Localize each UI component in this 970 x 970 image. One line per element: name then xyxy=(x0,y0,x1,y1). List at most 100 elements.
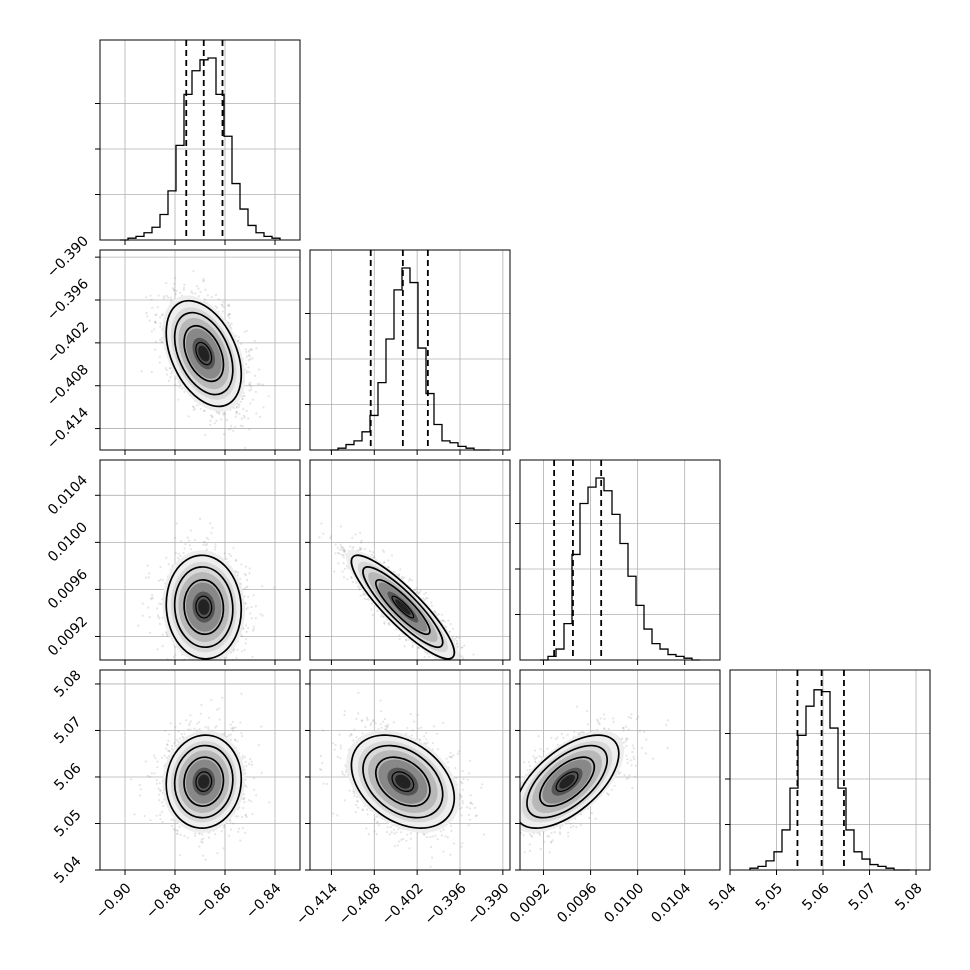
sample-point xyxy=(202,544,204,546)
sample-point xyxy=(230,425,232,427)
sample-point xyxy=(211,296,213,298)
sample-point xyxy=(454,662,456,664)
sample-point xyxy=(201,665,203,667)
sample-point xyxy=(179,386,181,388)
sample-point xyxy=(359,532,361,534)
sample-point xyxy=(230,555,232,557)
sample-point xyxy=(163,297,165,299)
sample-point xyxy=(215,294,217,296)
sample-point xyxy=(222,413,224,415)
sample-point xyxy=(203,541,205,543)
sample-point xyxy=(166,369,168,371)
sample-point xyxy=(169,367,171,369)
sample-point xyxy=(159,362,161,364)
sample-point xyxy=(165,282,167,284)
sample-point xyxy=(252,630,254,632)
sample-point xyxy=(202,280,204,282)
sample-point xyxy=(238,413,240,415)
sample-point xyxy=(194,293,196,295)
sample-point xyxy=(165,557,167,559)
sample-point xyxy=(192,270,194,272)
sample-point xyxy=(173,283,175,285)
sample-point xyxy=(155,341,157,343)
sample-point xyxy=(174,277,176,279)
sample-point xyxy=(246,370,248,372)
sample-point xyxy=(246,579,248,581)
sample-point xyxy=(159,339,161,341)
sample-point xyxy=(235,559,237,561)
sample-point xyxy=(255,347,257,349)
sample-point xyxy=(215,305,217,307)
sample-point xyxy=(211,416,213,418)
sample-point xyxy=(245,638,247,640)
sample-point xyxy=(159,566,161,568)
sample-point xyxy=(257,383,259,385)
sample-point xyxy=(206,665,208,667)
sample-point xyxy=(159,325,161,327)
sample-point xyxy=(166,635,168,637)
sample-point xyxy=(191,292,193,294)
sample-point xyxy=(149,320,151,322)
sample-point xyxy=(241,650,243,652)
sample-point xyxy=(262,615,264,617)
sample-point xyxy=(240,425,242,427)
sample-point xyxy=(179,292,181,294)
sample-point xyxy=(228,553,230,555)
sample-point xyxy=(168,563,170,565)
sample-point xyxy=(241,418,243,420)
sample-point xyxy=(190,661,192,663)
sample-point xyxy=(189,544,191,546)
sample-point xyxy=(153,328,155,330)
sample-point xyxy=(175,552,177,554)
sample-point xyxy=(210,532,212,534)
sample-point xyxy=(250,386,252,388)
sample-point xyxy=(168,380,170,382)
sample-point xyxy=(228,429,230,431)
sample-point xyxy=(209,522,211,524)
sample-point xyxy=(261,585,263,587)
sample-point xyxy=(399,638,401,640)
sample-point xyxy=(456,636,458,638)
sample-point xyxy=(154,349,156,351)
sample-point xyxy=(228,322,230,324)
sample-point xyxy=(247,607,249,609)
sample-point xyxy=(199,667,201,669)
sample-point xyxy=(247,366,249,368)
sample-point xyxy=(160,579,162,581)
sample-point xyxy=(169,376,171,378)
sample-point xyxy=(248,572,250,574)
sample-point xyxy=(159,356,161,358)
sample-point xyxy=(245,624,247,626)
sample-point xyxy=(249,402,251,404)
sample-point xyxy=(425,597,427,599)
sample-point xyxy=(214,546,216,548)
sample-point xyxy=(145,577,147,579)
sample-point xyxy=(165,367,167,369)
sample-point xyxy=(462,665,464,667)
sample-point xyxy=(249,384,251,386)
sample-point xyxy=(431,605,433,607)
sample-point xyxy=(248,428,250,430)
sample-point xyxy=(204,289,206,291)
sample-point xyxy=(196,404,198,406)
sample-point xyxy=(171,661,173,663)
sample-point xyxy=(262,406,264,408)
sample-point xyxy=(209,424,211,426)
sample-point xyxy=(250,388,252,390)
sample-point xyxy=(180,540,182,542)
sample-point xyxy=(273,586,275,588)
sample-point xyxy=(259,416,261,418)
sample-point xyxy=(248,359,250,361)
sample-point xyxy=(188,415,190,417)
sample-point xyxy=(364,598,366,600)
sample-point xyxy=(199,291,201,293)
sample-point xyxy=(183,552,185,554)
sample-point xyxy=(246,356,248,358)
sample-point xyxy=(176,290,178,292)
sample-point xyxy=(158,617,160,619)
sample-point xyxy=(166,373,168,375)
sample-point xyxy=(222,301,224,303)
sample-point xyxy=(398,634,400,636)
sample-point xyxy=(183,284,185,286)
sample-point xyxy=(187,537,189,539)
